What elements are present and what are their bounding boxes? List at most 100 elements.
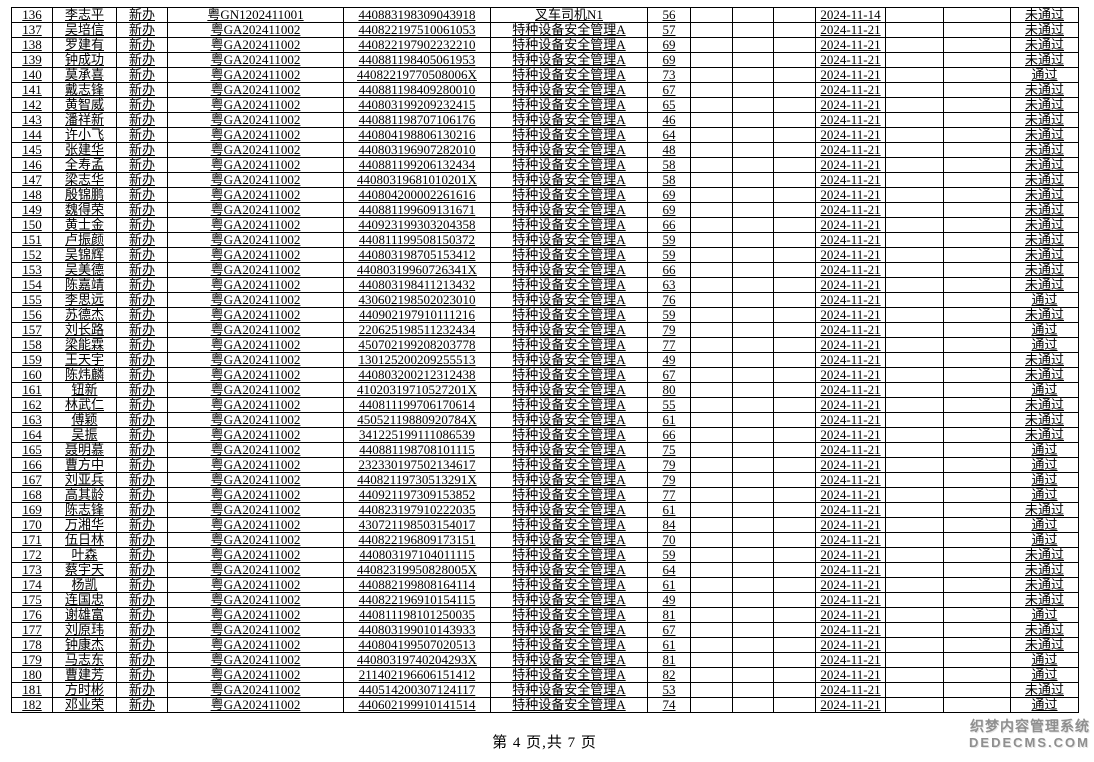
cell-score: 59 [647, 307, 691, 323]
cell-name: 钟成功 [52, 52, 117, 68]
cell-batch-code: 粤GA202411002 [167, 457, 344, 473]
cell-seq: 145 [11, 142, 53, 158]
cell-score: 69 [647, 202, 691, 218]
cell-subject: 特种设备安全管理A [490, 127, 648, 143]
cell-id-number: 44080319740204293X [343, 652, 491, 668]
cell-name: 陈炜麟 [52, 367, 117, 383]
cell-result: 通过 [1010, 442, 1079, 458]
cell-subject: 特种设备安全管理A [490, 577, 648, 593]
cell-name: 聂明慕 [52, 442, 117, 458]
cell-apply-type: 新办 [116, 562, 168, 578]
cell-subject: 特种设备安全管理A [490, 382, 648, 398]
cell-name: 曹建芳 [52, 667, 117, 683]
cell-score: 77 [647, 487, 691, 503]
cell-apply-type: 新办 [116, 247, 168, 263]
cell-id-number: 341225199111086539 [343, 427, 491, 443]
cell-exam-date: 2024-11-21 [815, 247, 886, 263]
table-row: 166 曹方中 新办 粤GA202411002 232330197502134617 特种… [11, 457, 1079, 473]
cell-batch-code: 粤GA202411002 [167, 67, 344, 83]
cell-batch-code: 粤GA202411002 [167, 487, 344, 503]
cell-blank5 [943, 652, 1011, 668]
table-row: 160 陈炜麟 新办 粤GA202411002 440803200212312438 特种… [11, 367, 1079, 383]
cell-blank5 [943, 157, 1011, 173]
cell-blank2 [732, 322, 774, 338]
cell-subject: 特种设备安全管理A [490, 187, 648, 203]
cell-batch-code: 粤GA202411002 [167, 607, 344, 623]
cell-exam-date: 2024-11-21 [815, 502, 886, 518]
cell-blank5 [943, 7, 1011, 23]
cell-blank3 [773, 112, 816, 128]
cell-apply-type: 新办 [116, 697, 168, 713]
cell-exam-date: 2024-11-21 [815, 487, 886, 503]
cell-name: 林武仁 [52, 397, 117, 413]
cell-blank2 [732, 142, 774, 158]
cell-subject: 特种设备安全管理A [490, 352, 648, 368]
cell-id-number: 44082119730513291X [343, 472, 491, 488]
cell-result: 未通过 [1010, 592, 1079, 608]
cell-batch-code: 粤GA202411002 [167, 82, 344, 98]
cell-blank3 [773, 487, 816, 503]
cell-exam-date: 2024-11-21 [815, 22, 886, 38]
cell-blank1 [690, 262, 733, 278]
cell-subject: 特种设备安全管理A [490, 277, 648, 293]
cell-blank5 [943, 82, 1011, 98]
cell-blank1 [690, 457, 733, 473]
cell-subject: 特种设备安全管理A [490, 22, 648, 38]
cell-blank1 [690, 397, 733, 413]
cell-subject: 特种设备安全管理A [490, 547, 648, 563]
cell-seq: 171 [11, 532, 53, 548]
table-row: 142 黄智威 新办 粤GA202411002 440803199209232415 特种… [11, 97, 1079, 113]
cell-blank4 [885, 397, 944, 413]
cell-blank1 [690, 592, 733, 608]
cell-blank4 [885, 337, 944, 353]
cell-blank3 [773, 7, 816, 23]
cell-blank2 [732, 112, 774, 128]
cell-blank4 [885, 442, 944, 458]
cell-result: 未通过 [1010, 367, 1079, 383]
cell-seq: 170 [11, 517, 53, 533]
cell-batch-code: 粤GA202411002 [167, 232, 344, 248]
cell-score: 63 [647, 277, 691, 293]
cell-apply-type: 新办 [116, 22, 168, 38]
cell-blank1 [690, 352, 733, 368]
cell-blank5 [943, 457, 1011, 473]
cell-seq: 158 [11, 337, 53, 353]
cell-subject: 特种设备安全管理A [490, 622, 648, 638]
cell-blank3 [773, 562, 816, 578]
cell-blank5 [943, 217, 1011, 233]
cell-score: 84 [647, 517, 691, 533]
cell-blank2 [732, 532, 774, 548]
cell-blank1 [690, 382, 733, 398]
cell-exam-date: 2024-11-21 [815, 352, 886, 368]
cell-blank4 [885, 82, 944, 98]
cell-score: 82 [647, 667, 691, 683]
cell-result: 通过 [1010, 322, 1079, 338]
cell-subject: 特种设备安全管理A [490, 97, 648, 113]
cell-result: 未通过 [1010, 562, 1079, 578]
cell-subject: 特种设备安全管理A [490, 592, 648, 608]
cell-id-number: 440923199303204358 [343, 217, 491, 233]
cell-blank1 [690, 367, 733, 383]
cell-name: 莫承喜 [52, 67, 117, 83]
cell-result: 未通过 [1010, 262, 1079, 278]
cell-id-number: 440803196907282010 [343, 142, 491, 158]
cell-id-number: 44082219770508006X [343, 67, 491, 83]
cell-exam-date: 2024-11-21 [815, 652, 886, 668]
cell-apply-type: 新办 [116, 292, 168, 308]
cell-blank5 [943, 592, 1011, 608]
cell-score: 76 [647, 292, 691, 308]
cell-blank4 [885, 472, 944, 488]
cell-seq: 176 [11, 607, 53, 623]
table-row: 141 戴志锋 新办 粤GA202411002 440881198409280010 特种… [11, 82, 1079, 98]
cell-id-number: 440822197510061053 [343, 22, 491, 38]
cell-apply-type: 新办 [116, 442, 168, 458]
cell-id-number: 440803198411213432 [343, 277, 491, 293]
cell-batch-code: 粤GA202411002 [167, 367, 344, 383]
cell-blank5 [943, 277, 1011, 293]
cell-result: 通过 [1010, 472, 1079, 488]
cell-blank1 [690, 667, 733, 683]
cell-exam-date: 2024-11-21 [815, 367, 886, 383]
cell-exam-date: 2024-11-21 [815, 592, 886, 608]
cell-seq: 179 [11, 652, 53, 668]
cell-batch-code: 粤GA202411002 [167, 112, 344, 128]
